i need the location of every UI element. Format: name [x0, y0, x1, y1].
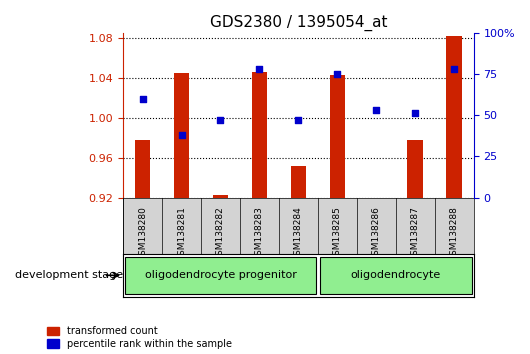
Title: GDS2380 / 1395054_at: GDS2380 / 1395054_at: [210, 15, 387, 31]
Text: GSM138280: GSM138280: [138, 206, 147, 261]
Text: GSM138287: GSM138287: [411, 206, 420, 261]
Point: [333, 71, 341, 76]
Point: [138, 96, 147, 101]
Bar: [446, 35, 462, 198]
FancyBboxPatch shape: [320, 257, 472, 295]
Bar: [174, 73, 189, 198]
Text: GSM138282: GSM138282: [216, 206, 225, 261]
Point: [450, 66, 458, 72]
Point: [178, 132, 186, 138]
Bar: [330, 75, 345, 198]
Text: GSM138281: GSM138281: [177, 206, 186, 261]
Text: development stage: development stage: [15, 270, 123, 280]
Point: [255, 66, 264, 72]
Point: [216, 117, 225, 123]
Text: GSM138285: GSM138285: [333, 206, 342, 261]
Text: GSM138283: GSM138283: [255, 206, 264, 261]
Point: [294, 117, 303, 123]
Text: oligodendrocyte: oligodendrocyte: [351, 270, 441, 280]
Text: oligodendrocyte progenitor: oligodendrocyte progenitor: [145, 270, 296, 280]
Legend: transformed count, percentile rank within the sample: transformed count, percentile rank withi…: [47, 326, 232, 349]
Bar: [408, 139, 423, 198]
Point: [372, 107, 381, 113]
Text: GSM138286: GSM138286: [372, 206, 381, 261]
Text: GSM138284: GSM138284: [294, 206, 303, 261]
Bar: [213, 195, 228, 198]
Text: GSM138288: GSM138288: [449, 206, 458, 261]
Bar: [135, 139, 151, 198]
Point: [411, 110, 419, 116]
Bar: [290, 166, 306, 198]
FancyBboxPatch shape: [125, 257, 316, 295]
Bar: [252, 72, 267, 198]
